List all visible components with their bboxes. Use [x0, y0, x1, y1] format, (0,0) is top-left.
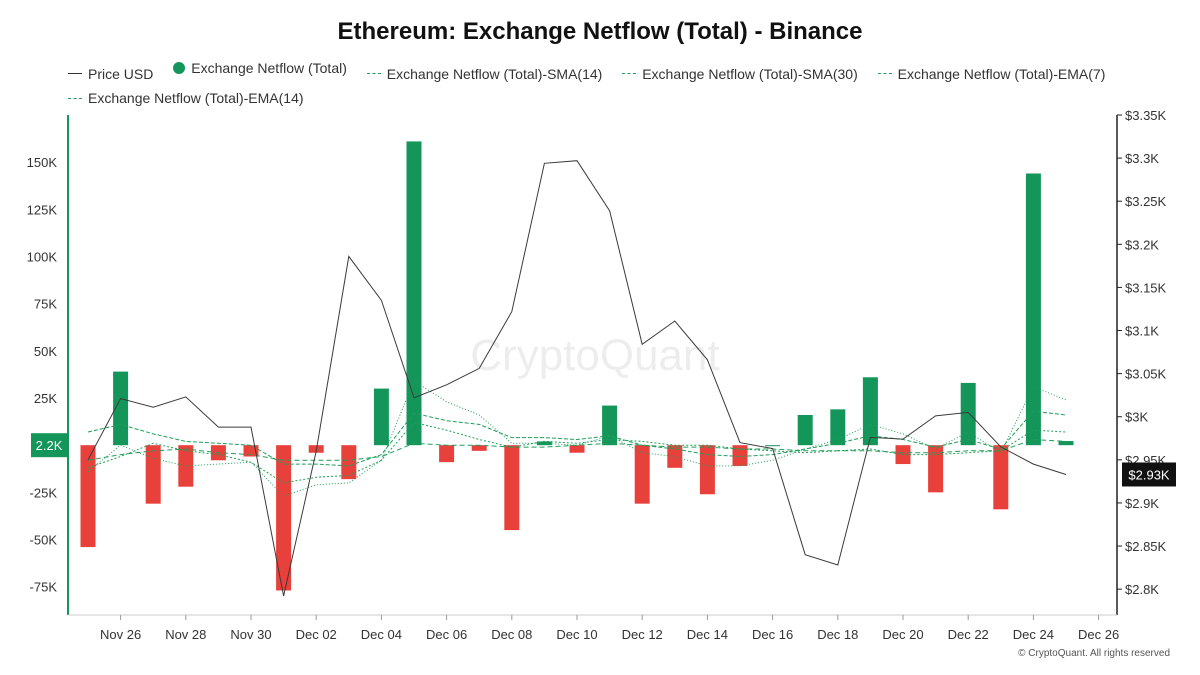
y-right-tick-label: $3K [1125, 410, 1148, 425]
y-left-tick-label: 100K [27, 250, 58, 265]
netflow-last-badge [31, 433, 68, 458]
netflow-bar [1058, 441, 1074, 446]
x-tick-label: Dec 24 [1013, 627, 1054, 642]
sma30-line [87, 438, 1067, 461]
legend-price[interactable]: Price USD [68, 64, 153, 84]
y-left-tick-label: 75K [34, 297, 57, 312]
netflow-bar [80, 445, 96, 548]
x-tick-label: Dec 16 [752, 627, 793, 642]
netflow-bar [960, 382, 976, 446]
x-tick-label: Nov 28 [165, 627, 206, 642]
netflow-bar [928, 445, 944, 493]
x-tick-label: Dec 18 [817, 627, 858, 642]
dashed-line-icon [68, 97, 82, 99]
x-tick-label: Dec 12 [622, 627, 663, 642]
y-right-tick-label: $3.05K [1125, 367, 1167, 382]
y-right-tick-label: $3.3K [1125, 151, 1159, 166]
netflow-bar [276, 445, 292, 591]
y-left-tick-label: 150K [27, 155, 58, 170]
netflow-bar [667, 445, 683, 468]
x-tick-label: Nov 26 [100, 627, 141, 642]
legend-price-label: Price USD [88, 65, 154, 82]
chart-title: Ethereum: Exchange Netflow (Total) - Bin… [337, 18, 863, 45]
x-tick-label: Dec 08 [491, 627, 532, 642]
netflow-bar [471, 445, 487, 451]
copyright-text: © CryptoQuant. All rights reserved [1018, 648, 1170, 659]
netflow-bar [993, 445, 1009, 510]
ema14-line [87, 410, 1067, 467]
netflow-bar [569, 445, 585, 453]
x-tick-label: Nov 30 [230, 627, 271, 642]
netflow-bar [862, 377, 878, 446]
netflow-bar [145, 445, 161, 504]
price-last-badge-text: $2.93K [1128, 467, 1170, 482]
price-line [87, 160, 1067, 597]
dashed-line-icon [877, 73, 892, 74]
netflow-bar [341, 445, 357, 480]
chart-legend: Price USD Exchange Netflow (Total) Excha… [68, 58, 1168, 108]
netflow-bar [406, 141, 422, 446]
y-left-tick-label: -75K [30, 580, 58, 595]
netflow-bar [602, 405, 618, 446]
netflow-bar [536, 441, 552, 446]
y-right-tick-label: $3.2K [1125, 237, 1159, 252]
netflow-last-badge-text: 2.2K [36, 438, 63, 453]
legend-ema14[interactable]: Exchange Netflow (Total)-EMA(14) [68, 88, 304, 108]
x-tick-label: Dec 26 [1078, 627, 1119, 642]
sma14-line [87, 421, 1067, 484]
y-left-tick-label: 50K [34, 344, 57, 359]
x-tick-label: Dec 06 [426, 627, 467, 642]
netflow-bar [699, 445, 715, 495]
netflow-bar [439, 445, 455, 463]
x-tick-label: Dec 10 [556, 627, 597, 642]
y-left-tick-label: -50K [30, 533, 58, 548]
netflow-bar [732, 445, 748, 466]
legend-sma30[interactable]: Exchange Netflow (Total)-SMA(30) [622, 64, 858, 84]
y-right-tick-label: $3.15K [1125, 280, 1167, 295]
y-left-tick-label: 125K [27, 202, 58, 217]
legend-sma14-label: Exchange Netflow (Total)-SMA(14) [386, 65, 603, 82]
y-right-tick-label: $2.85K [1125, 539, 1167, 554]
dashed-line-icon [366, 73, 381, 74]
x-tick-label: Dec 20 [882, 627, 923, 642]
x-tick-label: Dec 14 [687, 627, 728, 642]
netflow-bar [113, 371, 129, 446]
x-tick-label: Dec 04 [361, 627, 402, 642]
y-right-tick-label: $3.1K [1125, 324, 1159, 339]
netflow-bar [634, 445, 650, 504]
netflow-bar [243, 445, 259, 457]
netflow-bar [1025, 173, 1041, 446]
x-tick-label: Dec 02 [296, 627, 337, 642]
legend-netflow[interactable]: Exchange Netflow (Total) [173, 58, 347, 78]
y-left-tick-label: 25K [34, 391, 57, 406]
legend-ema7-label: Exchange Netflow (Total)-EMA(7) [897, 65, 1106, 82]
legend-sma14[interactable]: Exchange Netflow (Total)-SMA(14) [366, 64, 603, 84]
netflow-bar [178, 445, 194, 487]
legend-netflow-label: Exchange Netflow (Total) [191, 60, 347, 76]
y-right-tick-label: $3.25K [1125, 194, 1167, 209]
y-left-tick-label: -25K [30, 485, 58, 500]
legend-ema7[interactable]: Exchange Netflow (Total)-EMA(7) [877, 64, 1106, 84]
dashed-line-icon [622, 73, 637, 74]
netflow-bar [765, 445, 781, 447]
y-right-tick-label: $3.35K [1125, 108, 1167, 123]
price-last-badge [1122, 462, 1176, 487]
netflow-bar [504, 445, 520, 531]
line-icon [68, 73, 82, 74]
netflow-bar [830, 409, 846, 446]
x-tick-label: Dec 22 [948, 627, 989, 642]
dot-icon [173, 62, 186, 74]
ema7-line [87, 380, 1067, 497]
y-right-tick-label: $2.8K [1125, 582, 1159, 597]
watermark: CryptoQuant [470, 331, 719, 380]
legend-sma30-label: Exchange Netflow (Total)-SMA(30) [642, 65, 858, 82]
netflow-bar [797, 415, 813, 446]
netflow-bar [373, 388, 389, 446]
y-right-tick-label: $2.9K [1125, 496, 1159, 511]
legend-ema14-label: Exchange Netflow (Total)-EMA(14) [88, 90, 304, 106]
